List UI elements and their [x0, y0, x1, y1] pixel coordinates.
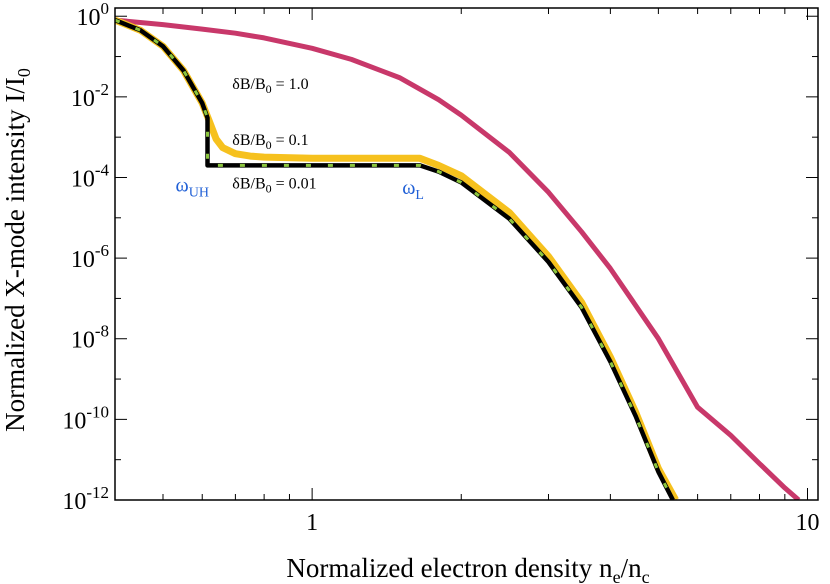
x-axis-label-sub2: c [642, 567, 650, 584]
y-tick-label-3: 10-6 [71, 241, 109, 273]
y-axis-label: Normalized X-mode intensity I/I0 [0, 68, 34, 432]
marker-label-1: ωL [402, 177, 424, 203]
y-tick-label-5: 10-10 [62, 402, 109, 434]
curves [115, 16, 801, 500]
x-tick-label-1: 10 [796, 510, 820, 536]
series-line-0 [115, 17, 801, 500]
ticks [114, 8, 818, 501]
annotation-1: δB/B0 = 0.1 [232, 132, 308, 152]
series-line-2 [115, 18, 675, 500]
y-tick-label-2: 10-4 [71, 160, 110, 192]
x-axis-label-main: Normalized electron density n [286, 553, 613, 583]
y-axis-label-main: Normalized X-mode intensity I/I [0, 77, 30, 432]
series-line-1 [115, 16, 679, 500]
x-axis-label-mid: /n [621, 553, 643, 583]
annotation-2: δB/B0 = 0.01 [232, 176, 316, 196]
labels: 1 10 100 10-2 10-4 10-6 10-8 10-10 10-12 δB/B0 = … [62, 0, 819, 536]
x-axis-label-sub1: e [613, 567, 621, 584]
plot-frame [114, 7, 819, 501]
y-tick-label-4: 10-8 [71, 322, 109, 354]
y-axis-label-sub: 0 [14, 68, 34, 77]
x-axis-label: Normalized electron density ne/nc [286, 553, 649, 584]
y-tick-label-1: 10-2 [71, 80, 109, 112]
x-tick-label-0: 1 [306, 510, 318, 536]
marker-label-0: ωUH [176, 175, 209, 201]
y-tick-label-0: 100 [77, 0, 110, 31]
annotation-0: δB/B0 = 1.0 [232, 76, 308, 96]
y-tick-label-6: 10-12 [62, 483, 109, 515]
